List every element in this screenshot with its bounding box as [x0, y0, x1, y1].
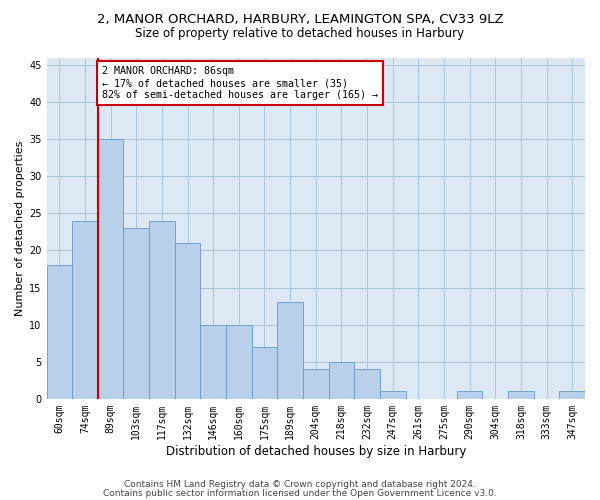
Bar [354, 369, 380, 399]
Y-axis label: Number of detached properties: Number of detached properties [15, 140, 25, 316]
Text: Contains public sector information licensed under the Open Government Licence v3: Contains public sector information licen… [103, 489, 497, 498]
Bar [277, 302, 303, 399]
Bar [329, 362, 354, 399]
Text: Size of property relative to detached houses in Harbury: Size of property relative to detached ho… [136, 28, 464, 40]
Bar [559, 392, 585, 399]
Text: 2, MANOR ORCHARD, HARBURY, LEAMINGTON SPA, CV33 9LZ: 2, MANOR ORCHARD, HARBURY, LEAMINGTON SP… [97, 12, 503, 26]
Bar [251, 347, 277, 399]
Text: 2 MANOR ORCHARD: 86sqm
← 17% of detached houses are smaller (35)
82% of semi-det: 2 MANOR ORCHARD: 86sqm ← 17% of detached… [101, 66, 377, 100]
Bar [457, 392, 482, 399]
Bar [508, 392, 534, 399]
Bar [303, 369, 329, 399]
Bar [124, 228, 149, 399]
Bar [72, 220, 98, 399]
Bar [47, 266, 72, 399]
Bar [200, 324, 226, 399]
Bar [175, 243, 200, 399]
X-axis label: Distribution of detached houses by size in Harbury: Distribution of detached houses by size … [166, 444, 466, 458]
Bar [149, 220, 175, 399]
Text: Contains HM Land Registry data © Crown copyright and database right 2024.: Contains HM Land Registry data © Crown c… [124, 480, 476, 489]
Bar [98, 139, 124, 399]
Bar [226, 324, 251, 399]
Bar [380, 392, 406, 399]
